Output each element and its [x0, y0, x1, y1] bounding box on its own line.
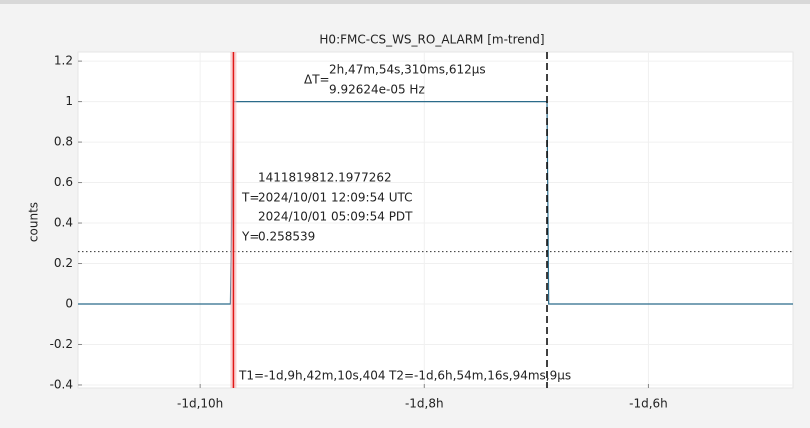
- pdt-time: 2024/10/01 05:09:54 PDT: [258, 210, 413, 224]
- plot-area: [77, 51, 794, 389]
- series-line: [78, 100, 793, 305]
- utc-time: 2024/10/01 12:09:54 UTC: [258, 191, 412, 205]
- x-tick-label: -1d,10h: [177, 397, 223, 411]
- y-axis-label: counts: [27, 202, 41, 242]
- delta-t: 2h,47m,54s,310ms,612μs: [329, 63, 486, 77]
- t-prefix: T=: [241, 191, 259, 205]
- y-tick-label: 0: [65, 297, 73, 311]
- y-tick-label: 0.2: [54, 256, 73, 270]
- x-tick-label: -1d,6h: [629, 397, 668, 411]
- y-tick-label: 1: [65, 94, 73, 108]
- t2-label: T2=-1d,6h,54m,16s,94ms,9μs: [388, 369, 571, 383]
- delta-prefix: ΔT=: [304, 73, 330, 87]
- top-border: [0, 0, 810, 4]
- y-tick-label: 0.8: [54, 135, 73, 149]
- y-tick-label: -0.2: [50, 337, 73, 351]
- delta-f: 9.92624e-05 Hz: [329, 83, 425, 97]
- y-tick-label: 1.2: [54, 54, 73, 68]
- y-tick-label: 0.4: [54, 216, 73, 230]
- y-prefix: Y=: [241, 230, 259, 244]
- x-tick-label: -1d,8h: [405, 397, 444, 411]
- chart-title: H0:FMC-CS_WS_RO_ALARM [m-trend]: [319, 33, 544, 47]
- y-cursor-value: 0.258539: [258, 230, 315, 244]
- t1-label: T1=-1d,9h,42m,10s,404: [238, 369, 385, 383]
- y-tick-label: -0.4: [50, 377, 73, 391]
- y-tick-label: 0.6: [54, 175, 73, 189]
- gps-time: 1411819812.1977262: [258, 171, 392, 185]
